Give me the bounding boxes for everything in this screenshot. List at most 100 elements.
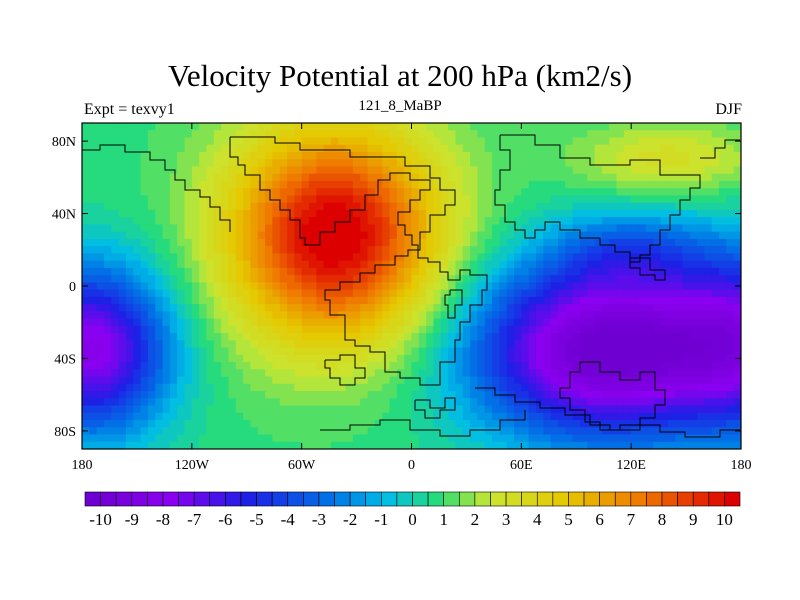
- field-cell: [382, 325, 391, 334]
- field-cell: [352, 217, 361, 226]
- field-cell: [301, 209, 310, 218]
- field-cell: [653, 405, 662, 414]
- field-cell: [308, 195, 317, 204]
- field-cell: [140, 137, 149, 146]
- field-cell: [528, 427, 537, 436]
- field-cell: [411, 340, 420, 349]
- field-cell: [667, 296, 676, 305]
- field-cell: [294, 173, 303, 182]
- field-cell: [638, 260, 647, 269]
- field-cell: [243, 202, 252, 211]
- field-cell: [316, 209, 325, 218]
- field-cell: [631, 325, 640, 334]
- field-cell: [579, 420, 588, 428]
- field-cell: [594, 340, 603, 349]
- field-cell: [345, 398, 354, 407]
- field-cell: [396, 238, 405, 247]
- field-cell: [616, 311, 625, 320]
- field-cell: [404, 231, 413, 240]
- field-cell: [206, 188, 215, 197]
- field-cell: [506, 347, 515, 356]
- field-cell: [155, 209, 164, 218]
- field-cell: [426, 333, 435, 341]
- field-cell: [660, 296, 669, 305]
- field-cell: [587, 166, 596, 175]
- field-cell: [448, 376, 457, 385]
- field-cell: [506, 340, 515, 349]
- field-cell: [653, 391, 662, 399]
- field-cell: [528, 347, 537, 356]
- field-cell: [308, 137, 317, 146]
- field-cell: [579, 188, 588, 197]
- field-cell: [418, 289, 427, 298]
- field-cell: [301, 325, 310, 334]
- field-cell: [601, 325, 610, 334]
- field-cell: [528, 412, 537, 421]
- field-cell: [484, 434, 493, 443]
- field-cell: [125, 209, 134, 218]
- field-cell: [550, 369, 559, 378]
- field-cell: [616, 246, 625, 254]
- field-cell: [345, 253, 354, 262]
- field-cell: [404, 304, 413, 312]
- field-cell: [528, 202, 537, 211]
- field-cell: [455, 362, 464, 370]
- field-cell: [177, 333, 186, 341]
- x-tick-label: 0: [408, 458, 415, 473]
- field-cell: [601, 151, 610, 160]
- field-cell: [345, 282, 354, 291]
- field-cell: [704, 405, 713, 414]
- field-cell: [726, 202, 735, 211]
- field-cell: [594, 209, 603, 218]
- field-cell: [294, 217, 303, 226]
- field-cell: [719, 209, 727, 218]
- field-cell: [631, 180, 640, 189]
- field-cell: [448, 217, 457, 226]
- field-cell: [338, 238, 347, 247]
- field-cell: [265, 151, 273, 160]
- field-cell: [477, 130, 486, 139]
- field-cell: [140, 217, 149, 226]
- field-cell: [250, 333, 259, 341]
- field-cell: [125, 427, 134, 436]
- field-cell: [455, 137, 464, 146]
- field-cell: [440, 188, 449, 197]
- field-cell: [111, 180, 120, 189]
- field-cell: [653, 166, 662, 175]
- field-cell: [477, 188, 486, 197]
- field-cell: [601, 173, 610, 182]
- field-cell: [96, 282, 105, 291]
- field-cell: [411, 369, 420, 378]
- field-cell: [352, 224, 361, 233]
- field-cell: [155, 340, 164, 349]
- field-cell: [162, 267, 171, 276]
- field-cell: [396, 391, 405, 399]
- field-cell: [550, 159, 559, 168]
- field-cell: [257, 434, 266, 443]
- field-cell: [499, 398, 508, 407]
- field-cell: [623, 296, 632, 305]
- field-cell: [711, 137, 720, 146]
- field-cell: [177, 202, 186, 211]
- field-cell: [587, 347, 596, 356]
- field-cell: [213, 166, 222, 175]
- field-cell: [272, 253, 281, 262]
- field-cell: [484, 260, 493, 269]
- field-cell: [557, 238, 566, 247]
- field-cell: [623, 275, 632, 283]
- field-cell: [206, 311, 215, 320]
- field-cell: [426, 231, 435, 240]
- field-cell: [250, 434, 259, 443]
- field-cell: [697, 420, 705, 428]
- field-cell: [682, 173, 691, 182]
- field-cell: [440, 333, 449, 341]
- field-cell: [404, 282, 413, 291]
- field-cell: [213, 238, 222, 247]
- field-cell: [103, 137, 112, 146]
- field-cell: [118, 123, 127, 131]
- field-cell: [579, 144, 588, 153]
- field-cell: [294, 340, 303, 349]
- field-cell: [316, 151, 325, 160]
- field-cell: [565, 282, 574, 291]
- field-cell: [535, 144, 544, 153]
